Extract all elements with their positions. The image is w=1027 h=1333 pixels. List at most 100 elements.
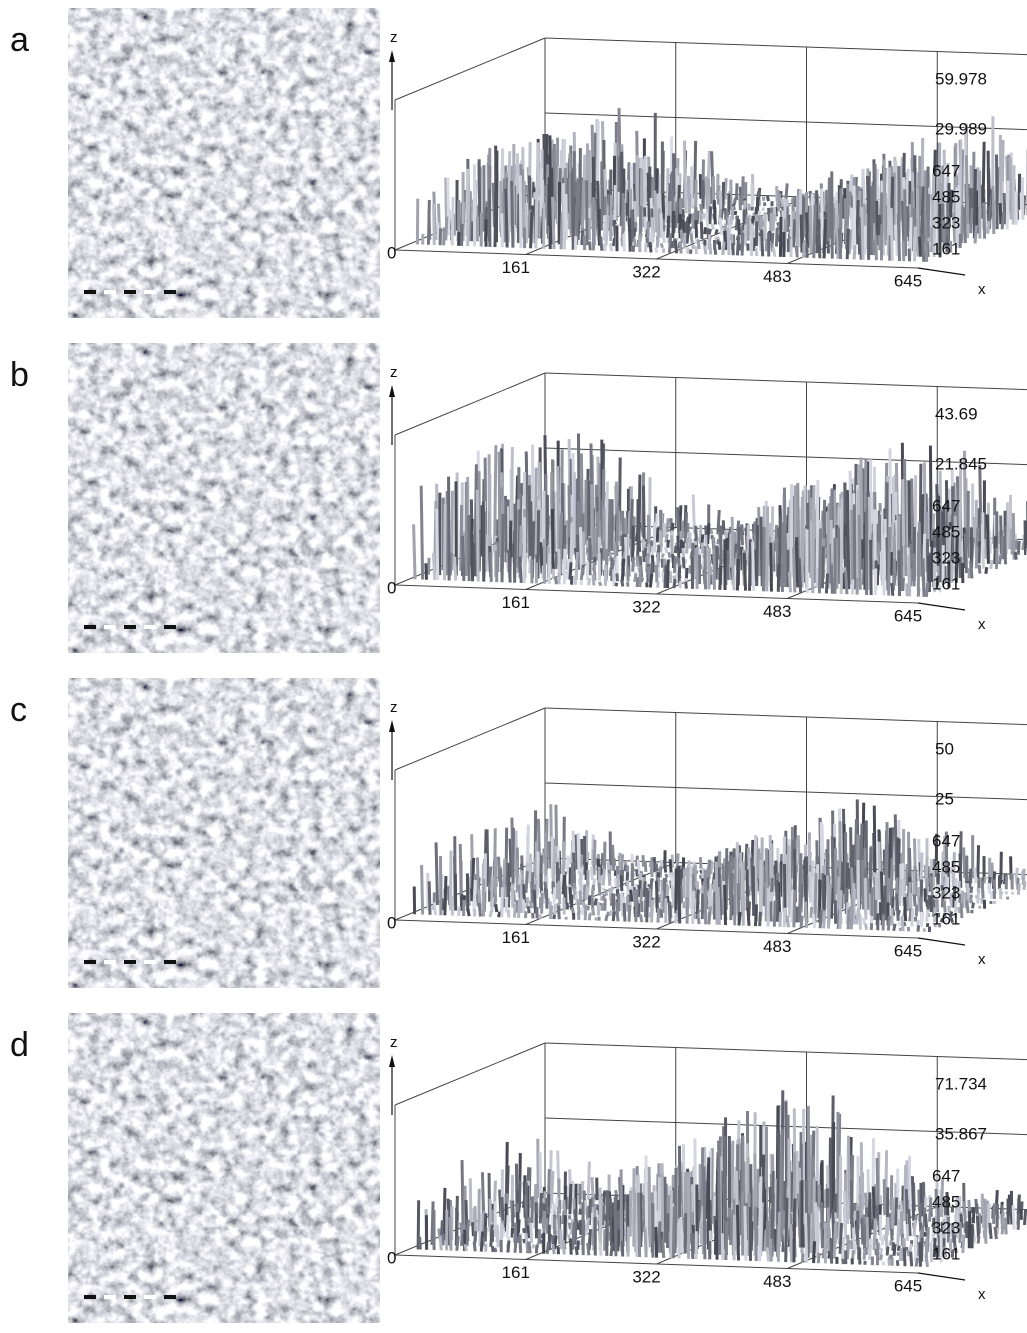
surface-spike — [814, 1241, 815, 1263]
surface-spike — [822, 1202, 823, 1248]
z-arrowhead — [389, 385, 395, 397]
surface-spike — [1006, 1218, 1007, 1235]
y-tick-label: 161 — [932, 909, 960, 928]
surface-spike — [720, 566, 721, 590]
surface-spike — [673, 211, 674, 238]
surface-spike — [515, 510, 516, 583]
surface-spike — [625, 865, 626, 872]
x-tick-label: 322 — [632, 932, 660, 951]
surface-spike — [436, 842, 437, 905]
surface-spike — [828, 177, 829, 243]
surface-spike — [863, 169, 864, 210]
surface-spike — [726, 1221, 727, 1260]
surface-spike — [651, 900, 652, 922]
surface-spike — [819, 219, 820, 258]
surface-spike — [842, 1237, 843, 1259]
scale-bar-segment — [104, 960, 116, 964]
surface-spike — [617, 507, 618, 556]
surface-spike — [914, 895, 915, 907]
surface-spike — [540, 1193, 541, 1223]
surface-spike — [676, 201, 677, 228]
surface-spike — [601, 896, 602, 900]
surface-spike — [610, 1198, 611, 1246]
surface-spike — [497, 1225, 498, 1247]
surface-spike — [638, 860, 639, 872]
surface-spike — [541, 873, 542, 893]
surface-spike — [629, 905, 630, 922]
surface-spike — [972, 903, 973, 909]
box-edge — [395, 1043, 545, 1105]
surface-spike — [791, 1224, 792, 1262]
surface-spike — [554, 915, 555, 920]
x-axis-name: x — [978, 616, 986, 633]
surface-spike — [778, 1212, 779, 1262]
surface-spike — [686, 582, 687, 589]
x-axis-arrow — [918, 603, 965, 610]
surface-spike — [846, 571, 847, 595]
surface-spike — [723, 182, 724, 210]
x-tick-label: 0 — [387, 913, 396, 932]
surface-spike — [847, 229, 848, 259]
surface-spike — [891, 552, 892, 576]
surface-spike — [448, 177, 449, 235]
surface-spike — [937, 1237, 938, 1242]
surface-spike — [982, 898, 983, 904]
surface-spike — [1021, 1209, 1022, 1220]
surface-spike — [978, 1236, 979, 1243]
surface-spike — [752, 184, 753, 205]
surface-spike — [725, 885, 726, 925]
surface-spike — [529, 1241, 530, 1253]
surface-spike — [860, 915, 861, 930]
surface-spike — [971, 887, 972, 894]
surface-spike — [898, 1252, 899, 1256]
surface-spike — [554, 887, 555, 904]
surface-spike — [700, 857, 701, 869]
surface-spike — [670, 571, 671, 583]
surface-spike — [658, 908, 659, 923]
surface-spike — [550, 841, 551, 868]
surface-spike — [831, 564, 832, 593]
surface-spike — [810, 872, 811, 903]
surface-spike — [504, 192, 505, 242]
surface-spike — [426, 563, 427, 579]
surface-spike — [1022, 177, 1023, 220]
surface-spike — [549, 553, 550, 584]
surface-spike — [645, 1228, 646, 1258]
surface-spike — [977, 1216, 978, 1239]
surface-spike — [749, 539, 750, 590]
surface-spike — [775, 1229, 776, 1252]
surface-spike — [879, 842, 880, 900]
surface-spike — [1025, 1209, 1026, 1225]
box-edge — [395, 708, 545, 770]
x-tick-label: 645 — [894, 606, 922, 625]
surface-spike — [472, 531, 473, 582]
surface-spike — [1010, 158, 1011, 220]
surface-spike — [645, 217, 646, 233]
box-edge — [545, 708, 1027, 726]
surface-spike — [896, 1197, 897, 1225]
surface-spike — [698, 914, 699, 924]
surface-spike — [845, 199, 846, 249]
y-tick-label: 323 — [932, 1218, 960, 1237]
surface-spike — [661, 214, 662, 238]
surface-spike — [970, 898, 971, 903]
surface-spike — [716, 229, 717, 234]
surface-spike — [656, 565, 657, 583]
surface-spike — [771, 543, 772, 592]
x-axis-name: x — [978, 951, 986, 968]
surface-spike — [715, 247, 716, 255]
surface-spike — [650, 889, 651, 908]
surface-spike — [820, 910, 821, 928]
surface-spike — [732, 517, 733, 585]
surface-spike — [928, 556, 929, 587]
surface-spike — [613, 845, 614, 871]
surface-spike — [811, 1227, 812, 1253]
surface-spike — [444, 227, 445, 245]
surface-spike — [638, 1193, 639, 1257]
surface-spike — [784, 908, 785, 927]
surface-spike — [437, 509, 438, 580]
surface-spike — [771, 901, 772, 921]
surface-spike — [961, 903, 962, 918]
surface-spike — [756, 248, 757, 257]
surface-spike — [638, 519, 639, 557]
